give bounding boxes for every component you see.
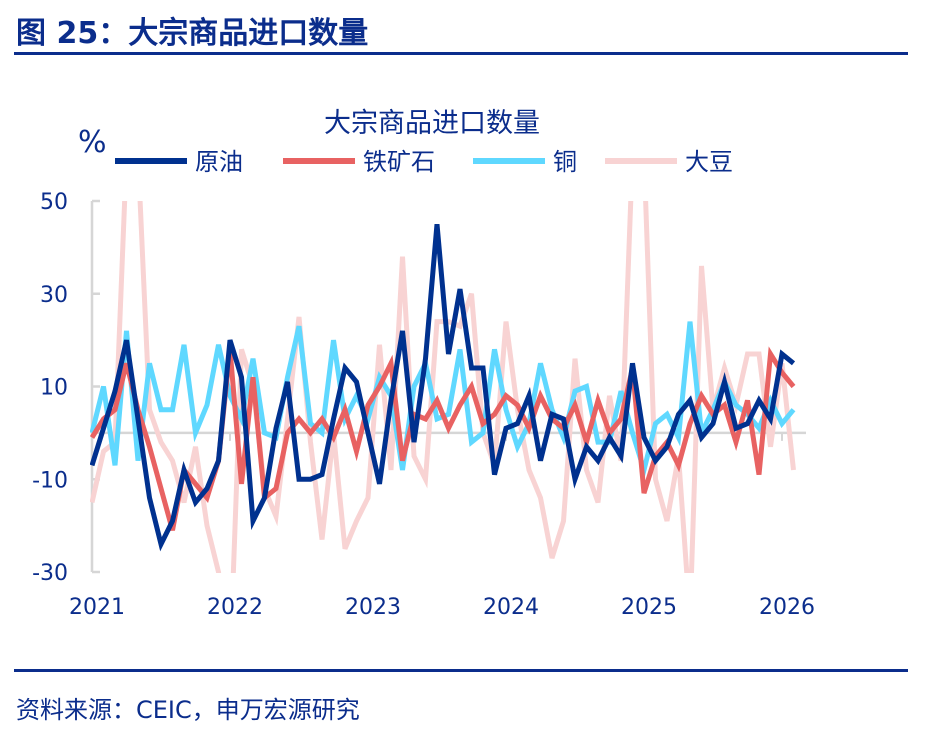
x-tick-label: 2021 [69,595,125,620]
figure-title: 图 25：大宗商品进口数量 [16,16,369,51]
y-tick-label: -30 [32,561,68,586]
legend-label: 铁矿石 [363,148,435,176]
legend: 原油 铁矿石 铜 大豆 [115,148,733,176]
x-tick-label: 2024 [483,595,539,620]
legend-label: 大豆 [685,148,733,176]
y-tick-label: -10 [32,468,68,493]
y-tick-label: 50 [40,190,68,215]
y-axis-unit: % [78,125,107,160]
y-tick-label: 30 [40,283,68,308]
legend-label: 原油 [195,148,243,176]
legend-label: 铜 [553,148,577,176]
series-lines [90,201,796,573]
y-tick-label: 10 [40,376,68,401]
x-tick-label: 2025 [621,595,677,620]
chart-title: 大宗商品进口数量 [324,108,540,139]
series-line-1 [90,223,796,552]
x-tick-label: 2026 [759,595,815,620]
series-line-2 [90,346,796,531]
legend-item: 铁矿石 [283,148,435,176]
x-tick-label: 2023 [345,595,401,620]
legend-item: 铜 [473,148,577,176]
footer-rule [14,669,908,672]
legend-item: 原油 [115,148,243,176]
source-note: 资料来源：CEIC，申万宏源研究 [16,696,360,724]
x-tick-label: 2022 [207,595,263,620]
legend-item: 大豆 [605,148,733,176]
title-rule [14,52,908,55]
